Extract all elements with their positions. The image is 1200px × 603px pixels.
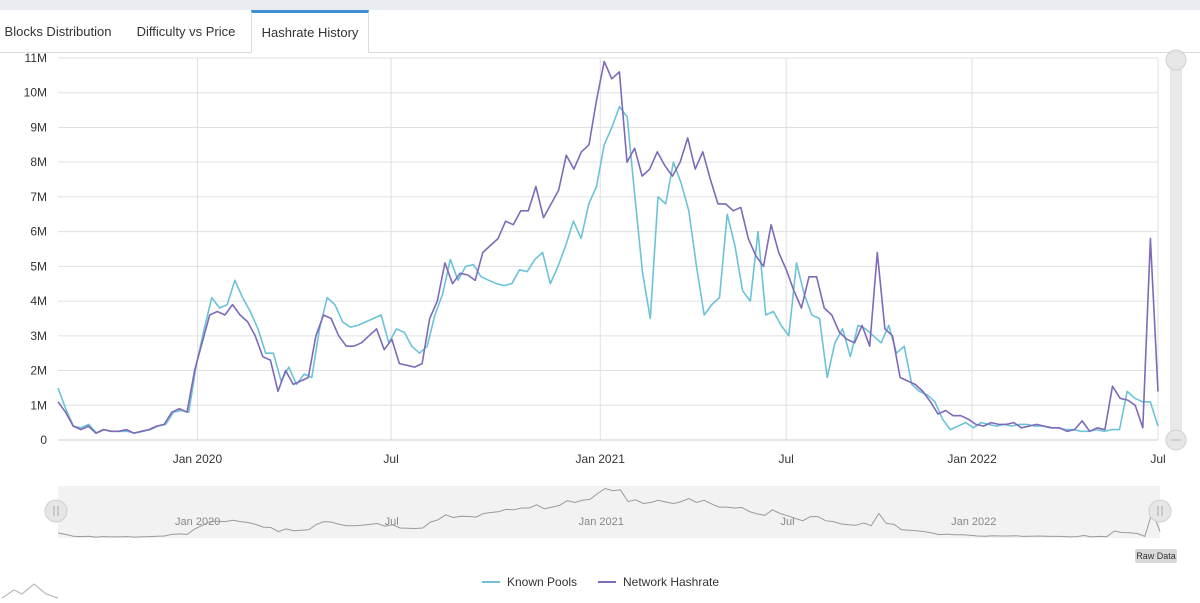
legend-network-hashrate[interactable]: Network Hashrate [598, 575, 719, 589]
navigator-series [57, 487, 1161, 538]
navigator-handle-right[interactable] [1148, 499, 1172, 523]
y-tick-label: 9M [30, 120, 47, 134]
navigator-tick-label: Jan 2020 [175, 516, 220, 528]
navigator-tick-label: Jul [780, 516, 794, 528]
navigator-tick-label: Jan 2022 [951, 516, 996, 528]
vertical-scrollbar[interactable] [1165, 49, 1187, 451]
navigator[interactable]: Jan 2020 Jul Jan 2021 Jul Jan 2022 [44, 486, 1172, 538]
y-tick-label: 3M [30, 329, 47, 343]
y-tick-label: 8M [30, 155, 47, 169]
y-tick-label: 1M [30, 398, 47, 412]
x-tick-label: Jul [1150, 452, 1165, 466]
y-tick-label: 4M [30, 294, 47, 308]
legend-known-pools[interactable]: Known Pools [482, 575, 577, 589]
x-tick-label: Jan 2021 [576, 452, 626, 466]
navigator-tick-label: Jan 2021 [579, 516, 624, 528]
tab-blocks-distribution[interactable]: Blocks Distribution [4, 24, 112, 39]
navigator-handle-left[interactable] [44, 499, 68, 523]
chart-grid [58, 57, 1159, 441]
chart-tabs: Blocks Distribution Difficulty vs Price … [0, 10, 1200, 53]
legend: Known Pools Network Hashrate [482, 575, 719, 589]
tab-difficulty-vs-price[interactable]: Difficulty vs Price [136, 24, 236, 39]
series-network-hashrate[interactable] [57, 60, 1159, 434]
x-tick-label: Jul [778, 452, 793, 466]
navigator-tick-label: Jul [385, 516, 399, 528]
mountain-logo-icon [1, 583, 59, 599]
scroll-handle-top[interactable] [1165, 49, 1187, 71]
navigator-labels: Jan 2020 Jul Jan 2021 Jul Jan 2022 [175, 516, 996, 528]
x-tick-label: Jul [383, 452, 398, 466]
x-tick-label: Jan 2020 [173, 452, 223, 466]
navigator-background [58, 486, 1160, 538]
legend-known-pools-label: Known Pools [507, 575, 577, 589]
y-tick-label: 7M [30, 190, 47, 204]
raw-data-button[interactable]: Raw Data [1135, 549, 1177, 563]
y-tick-label: 6M [30, 225, 47, 239]
y-tick-label: 5M [30, 259, 47, 273]
y-tick-label: 11M [25, 51, 47, 65]
x-tick-label: Jan 2022 [947, 452, 997, 466]
tab-hashrate-history[interactable]: Hashrate History [251, 10, 369, 53]
y-tick-label: 2M [30, 364, 47, 378]
plot-lines [57, 60, 1159, 434]
y-tick-label: 10M [24, 86, 47, 100]
top-strip [0, 0, 1200, 10]
y-tick-label: 0 [40, 433, 47, 447]
x-axis: Jan 2020 Jul Jan 2021 Jul Jan 2022 Jul [58, 439, 1166, 466]
y-axis: 0 1M 2M 3M 4M 5M 6M 7M 8M 9M 10M 11M [24, 51, 48, 447]
series-known-pools[interactable] [57, 105, 1159, 434]
legend-network-hashrate-label: Network Hashrate [623, 575, 719, 589]
